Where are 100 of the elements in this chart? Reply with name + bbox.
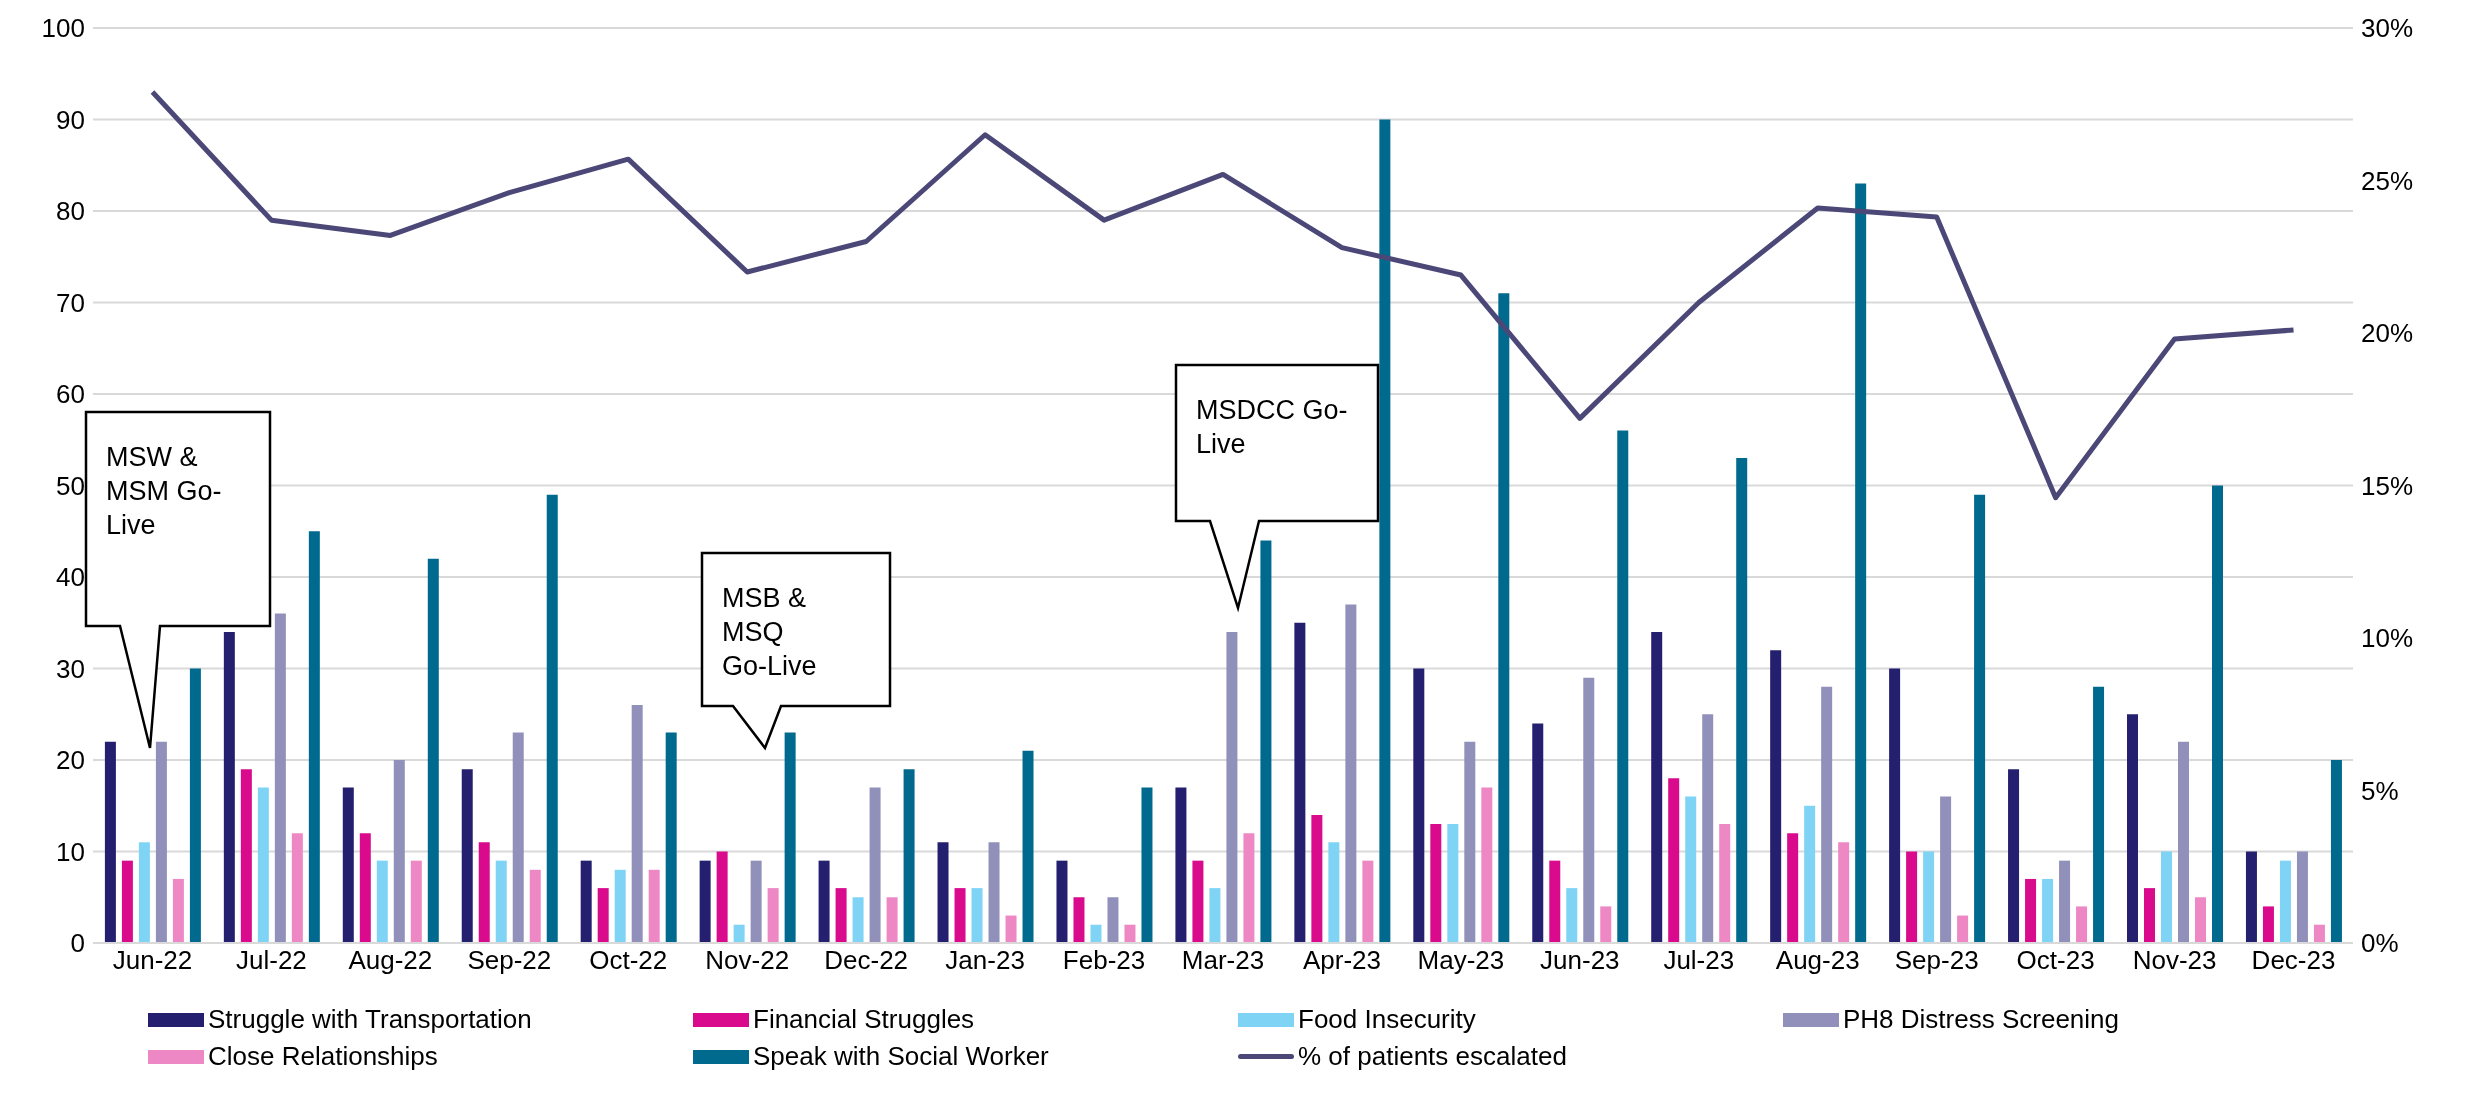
bar bbox=[1090, 924, 1102, 943]
bar bbox=[1464, 741, 1476, 943]
bar bbox=[1974, 494, 1986, 943]
bar bbox=[2279, 860, 2291, 943]
bar bbox=[1804, 805, 1816, 943]
bar bbox=[1005, 915, 1017, 943]
bar bbox=[410, 860, 422, 943]
bar bbox=[1838, 842, 1850, 943]
y2-tick-label: 10% bbox=[2361, 623, 2414, 654]
y-tick-label: 30 bbox=[56, 653, 85, 684]
y-tick-label: 90 bbox=[56, 104, 85, 135]
bar bbox=[155, 741, 167, 943]
bar bbox=[648, 869, 660, 943]
bar bbox=[2076, 906, 2088, 943]
x-tick-label: Aug-23 bbox=[1775, 945, 1860, 976]
bar bbox=[2008, 769, 2020, 943]
bar bbox=[1447, 824, 1459, 943]
legend-label: Financial Struggles bbox=[753, 1004, 975, 1035]
y-tick-label: 20 bbox=[56, 745, 85, 776]
bar bbox=[2245, 851, 2257, 943]
bar bbox=[2296, 851, 2308, 943]
legend-label: Food Insecurity bbox=[1298, 1004, 1476, 1035]
y-tick-label: 0 bbox=[70, 928, 85, 959]
bar bbox=[1243, 833, 1255, 943]
bar bbox=[869, 787, 881, 943]
bar bbox=[1923, 851, 1935, 943]
bar bbox=[1549, 860, 1561, 943]
bar bbox=[223, 631, 235, 943]
bar bbox=[1651, 631, 1663, 943]
bar bbox=[1192, 860, 1204, 943]
bar bbox=[104, 741, 116, 943]
bar bbox=[1702, 714, 1714, 943]
bar bbox=[1107, 897, 1119, 943]
bar bbox=[1736, 458, 1748, 943]
bar bbox=[376, 860, 388, 943]
x-tick-label: Apr-23 bbox=[1302, 945, 1381, 976]
bar bbox=[2093, 686, 2105, 943]
x-tick-label: Sep-23 bbox=[1894, 945, 1979, 976]
bar bbox=[716, 851, 728, 943]
bar bbox=[1226, 631, 1238, 943]
bar bbox=[2330, 760, 2342, 943]
bar bbox=[1294, 622, 1306, 943]
bar bbox=[257, 787, 269, 943]
bar bbox=[750, 860, 762, 943]
bar bbox=[1821, 686, 1833, 943]
legend-label: Close Relationships bbox=[208, 1041, 438, 1072]
bar bbox=[189, 668, 201, 943]
x-tick-label: Jul-23 bbox=[1663, 945, 1735, 976]
bar bbox=[1260, 540, 1272, 943]
bar bbox=[699, 860, 711, 943]
y-tick-label: 80 bbox=[56, 196, 85, 227]
bar bbox=[2127, 714, 2138, 943]
x-tick-label: Mar-23 bbox=[1181, 945, 1265, 976]
bar bbox=[903, 769, 915, 943]
bar bbox=[1498, 293, 1510, 943]
bar bbox=[1022, 750, 1034, 943]
bar bbox=[427, 558, 439, 943]
bar bbox=[2059, 860, 2071, 943]
bar bbox=[1617, 430, 1629, 943]
bar bbox=[512, 732, 524, 943]
bar bbox=[1906, 851, 1918, 943]
bar bbox=[1073, 897, 1085, 943]
bar bbox=[886, 897, 898, 943]
bar bbox=[988, 842, 1000, 943]
bar bbox=[1532, 723, 1544, 943]
legend-label: Speak with Social Worker bbox=[753, 1041, 1049, 1072]
bar bbox=[495, 860, 507, 943]
bar bbox=[1056, 860, 1068, 943]
y-tick-label: 10 bbox=[56, 836, 85, 867]
y-tick-label: 70 bbox=[56, 287, 85, 318]
bar bbox=[2025, 878, 2037, 943]
bar bbox=[1787, 833, 1799, 943]
x-tick-label: Jun-23 bbox=[1540, 945, 1620, 976]
bar bbox=[1311, 814, 1323, 943]
x-tick-label: Nov-22 bbox=[705, 945, 790, 976]
legend-label: % of patients escalated bbox=[1298, 1041, 1567, 1072]
y2-tick-label: 20% bbox=[2361, 318, 2414, 349]
bar bbox=[2042, 878, 2054, 943]
bar bbox=[478, 842, 490, 943]
bar bbox=[291, 833, 303, 943]
bar bbox=[937, 842, 949, 943]
bar bbox=[1889, 668, 1901, 943]
bar bbox=[1770, 650, 1782, 943]
bar bbox=[529, 869, 541, 943]
y2-tick-label: 30% bbox=[2361, 13, 2414, 44]
bar bbox=[359, 833, 371, 943]
bar bbox=[1430, 824, 1442, 943]
bar bbox=[1566, 888, 1578, 943]
y-tick-label: 50 bbox=[56, 470, 85, 501]
bar bbox=[342, 787, 354, 943]
bar bbox=[733, 924, 745, 943]
annotation: MSDCC Go-Live bbox=[1196, 394, 1349, 461]
x-tick-label: Dec-22 bbox=[824, 945, 909, 976]
bar bbox=[121, 860, 133, 943]
x-tick-label: Oct-22 bbox=[589, 945, 668, 976]
bar bbox=[546, 494, 558, 943]
legend-label: PH8 Distress Screening bbox=[1843, 1004, 2119, 1035]
bar bbox=[308, 531, 320, 943]
y-tick-label: 60 bbox=[56, 379, 85, 410]
x-tick-label: Oct-23 bbox=[2016, 945, 2095, 976]
